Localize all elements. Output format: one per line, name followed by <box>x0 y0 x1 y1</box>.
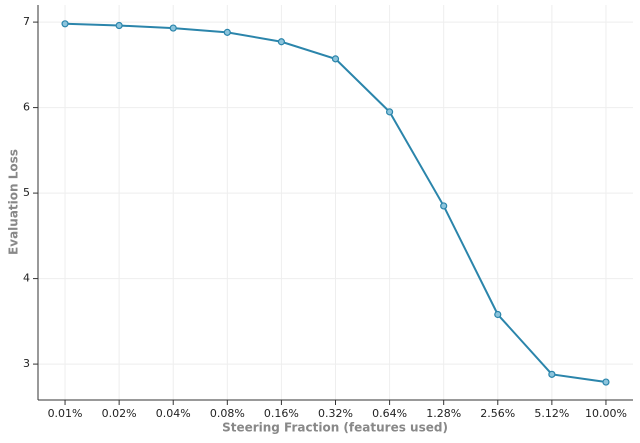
point <box>440 202 448 210</box>
point <box>115 21 123 30</box>
y-tick-label: 3 <box>23 357 30 370</box>
y-tick-label: 5 <box>23 186 30 199</box>
x-tick-label: 0.02% <box>102 407 137 420</box>
x-tick-label: 2.56% <box>480 407 515 420</box>
point <box>548 370 556 378</box>
x-tick-label: 0.01% <box>48 407 83 420</box>
x-tick-label: 0.32% <box>318 407 353 420</box>
x-tick-label: 0.08% <box>210 407 245 420</box>
x-tick-label: 1.28% <box>426 407 461 420</box>
y-tick-label: 7 <box>23 15 30 28</box>
y-tick-label: 6 <box>23 101 30 114</box>
point <box>331 55 340 63</box>
point <box>169 24 177 32</box>
point <box>223 28 231 36</box>
point <box>277 38 286 46</box>
point <box>494 310 502 319</box>
point <box>385 108 394 116</box>
y-axis-label: Evaluation Loss <box>7 149 21 255</box>
point <box>602 378 610 386</box>
x-tick-label: 0.16% <box>264 407 299 420</box>
x-tick-label: 10.00% <box>585 407 627 420</box>
x-tick-label: 0.04% <box>156 407 191 420</box>
point <box>61 20 69 28</box>
x-tick-label: 0.64% <box>372 407 407 420</box>
x-tick-label: 5.12% <box>534 407 569 420</box>
y-tick-label: 4 <box>23 272 30 285</box>
x-axis-label: Steering Fraction (features used) <box>222 421 448 435</box>
